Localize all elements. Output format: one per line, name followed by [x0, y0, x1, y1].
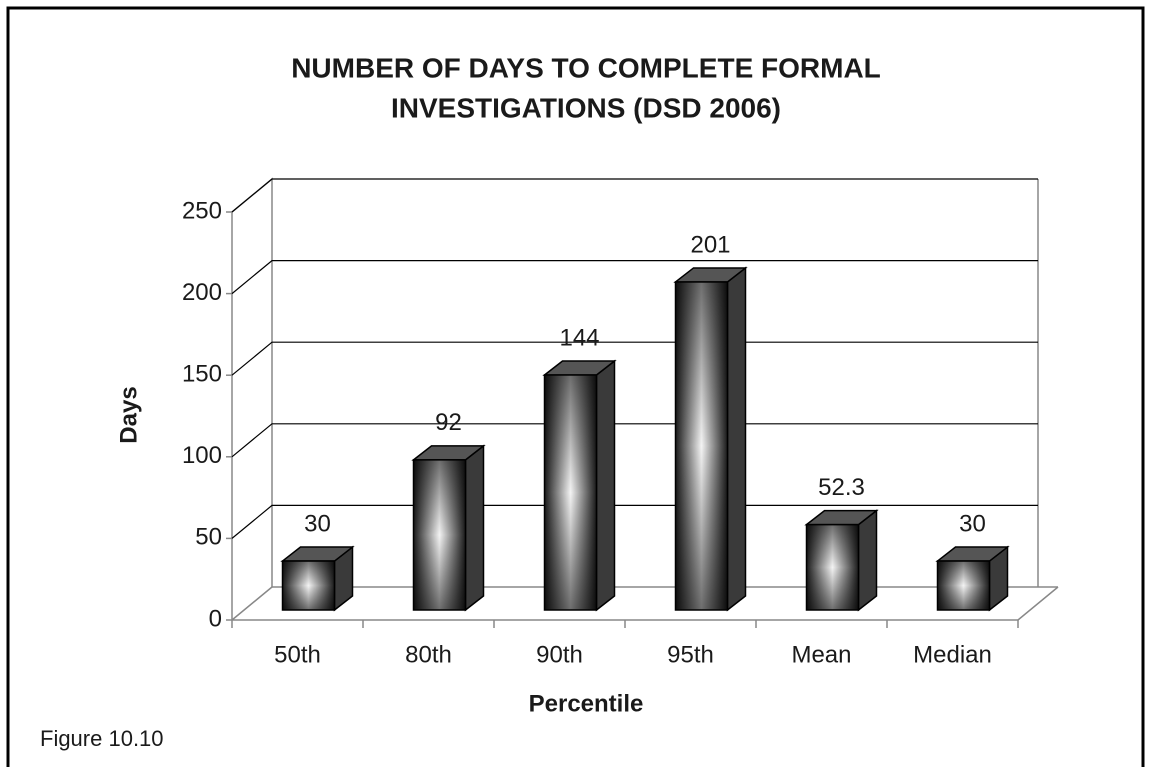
- value-label: 30: [304, 510, 331, 537]
- bar: [935, 545, 1010, 612]
- bar-face: [281, 560, 336, 611]
- floor: [231, 586, 1059, 621]
- back-wall: [231, 177, 1058, 620]
- y-tick-label: 100: [182, 442, 222, 469]
- chart-title: INVESTIGATIONS (DSD 2006): [391, 92, 781, 123]
- bar-face: [857, 509, 878, 612]
- bar: [411, 444, 486, 612]
- bar: [804, 509, 879, 612]
- x-tick-label: 90th: [536, 641, 583, 668]
- value-label: 201: [690, 231, 730, 258]
- y-tick-label: 200: [182, 279, 222, 306]
- x-tick-label: 50th: [274, 641, 321, 668]
- bar-face: [412, 459, 467, 611]
- bar-face: [936, 560, 991, 611]
- y-tick-label: 150: [182, 361, 222, 388]
- bar-face: [595, 359, 616, 612]
- x-tick-label: 95th: [667, 641, 714, 668]
- grid-line: [231, 341, 1038, 376]
- x-tick-label: 80th: [405, 641, 452, 668]
- bar: [542, 359, 617, 612]
- x-tick-label: Mean: [791, 641, 851, 668]
- grid-line: [231, 504, 1038, 539]
- bar-face: [726, 266, 747, 612]
- value-label: 92: [435, 409, 462, 436]
- caption: Figure 10.10: [40, 726, 164, 751]
- y-tick-label: 50: [195, 524, 222, 551]
- value-label: 52.3: [818, 474, 865, 501]
- grid-line: [231, 260, 1038, 295]
- frame: [6, 6, 1145, 767]
- x-axis-label: Percentile: [529, 690, 644, 717]
- x-tick-label: Median: [913, 641, 992, 668]
- bar: [673, 266, 748, 612]
- bar-face: [543, 374, 598, 611]
- chart-title: NUMBER OF DAYS TO COMPLETE FORMAL: [291, 52, 881, 83]
- grid-line: [231, 178, 1038, 213]
- bar-face: [464, 444, 485, 612]
- bar: [280, 545, 355, 612]
- y-tick-label: 250: [182, 197, 222, 224]
- bar-face: [674, 281, 729, 611]
- grid-line: [231, 423, 1038, 458]
- y-axis-label: Days: [115, 386, 142, 443]
- value-label: 30: [959, 510, 986, 537]
- value-label: 144: [559, 324, 599, 351]
- bar-face: [805, 523, 860, 611]
- y-tick-label: 0: [209, 605, 222, 632]
